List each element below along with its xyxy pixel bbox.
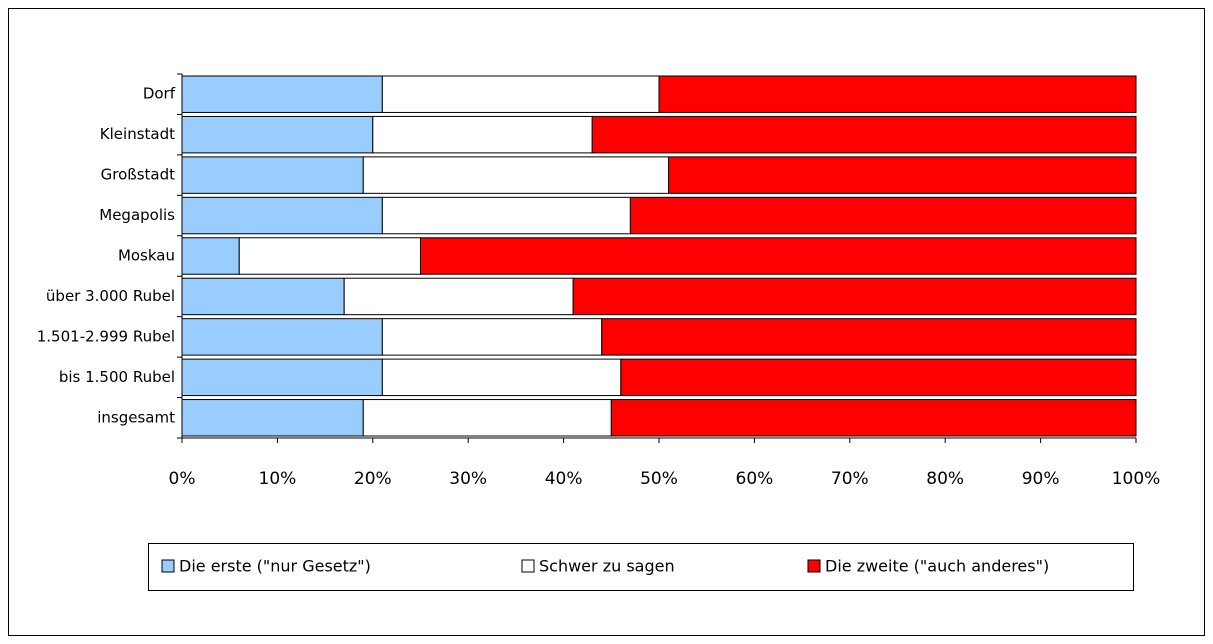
bar-segment: [181, 75, 383, 113]
bar-segment: [181, 115, 374, 154]
y-tick-label: über 3.000 Rubel: [46, 287, 175, 305]
bar-segment: [181, 358, 383, 397]
x-tick-label: 30%: [449, 469, 487, 489]
bar-segment: [181, 196, 383, 235]
y-tick-label: insgesamt: [97, 408, 175, 426]
legend-box: [148, 543, 1134, 591]
bar-segment: [372, 115, 593, 154]
legend-label: Die zweite ("auch anderes"): [825, 557, 1049, 576]
y-tick-label: bis 1.500 Rubel: [59, 368, 175, 386]
bar-segment: [362, 156, 670, 194]
y-tick-label: Moskau: [118, 247, 175, 265]
y-tick-label: Kleinstadt: [100, 125, 175, 143]
bar-segment: [668, 156, 1137, 194]
bar-segment: [620, 358, 1137, 397]
bar-segment: [362, 399, 612, 437]
x-tick-label: 90%: [1022, 469, 1060, 489]
x-tick-label: 70%: [831, 469, 869, 489]
bar-segment: [591, 115, 1137, 154]
legend-swatch: [161, 559, 175, 573]
legend-label: Schwer zu sagen: [539, 557, 675, 576]
bar-segment: [181, 237, 240, 275]
x-tick-label: 0%: [169, 469, 196, 489]
y-tick-label: Megapolis: [99, 206, 175, 224]
y-tick-label: Dorf: [143, 85, 176, 103]
x-tick-label: 50%: [640, 469, 678, 489]
bar-segment: [381, 358, 622, 397]
bar-segment: [572, 277, 1137, 316]
bar-segment: [181, 318, 383, 356]
x-tick-label: 20%: [354, 469, 392, 489]
legend-label: Die erste ("nur Gesetz"): [179, 557, 371, 576]
bar-segment: [420, 237, 1137, 275]
bar-segment: [181, 156, 364, 194]
bar-segment: [238, 237, 421, 275]
bar-segment: [381, 318, 603, 356]
x-tick-label: 40%: [545, 469, 583, 489]
bar-segment: [181, 277, 345, 316]
bar-segment: [601, 318, 1137, 356]
bar-segment: [181, 399, 364, 437]
bar-segment: [381, 75, 660, 113]
y-tick-label: 1.501-2.999 Rubel: [37, 327, 175, 345]
bar-segment: [381, 196, 631, 235]
bar-segment: [610, 399, 1137, 437]
bar-segment: [629, 196, 1137, 235]
legend-swatch: [807, 559, 821, 573]
x-tick-label: 10%: [259, 469, 297, 489]
y-tick-label: Großstadt: [101, 166, 175, 184]
legend-swatch: [521, 559, 535, 573]
x-tick-label: 100%: [1112, 469, 1161, 489]
bar-segment: [658, 75, 1137, 113]
x-tick-label: 60%: [736, 469, 774, 489]
bar-segment: [343, 277, 574, 316]
x-tick-label: 80%: [926, 469, 964, 489]
